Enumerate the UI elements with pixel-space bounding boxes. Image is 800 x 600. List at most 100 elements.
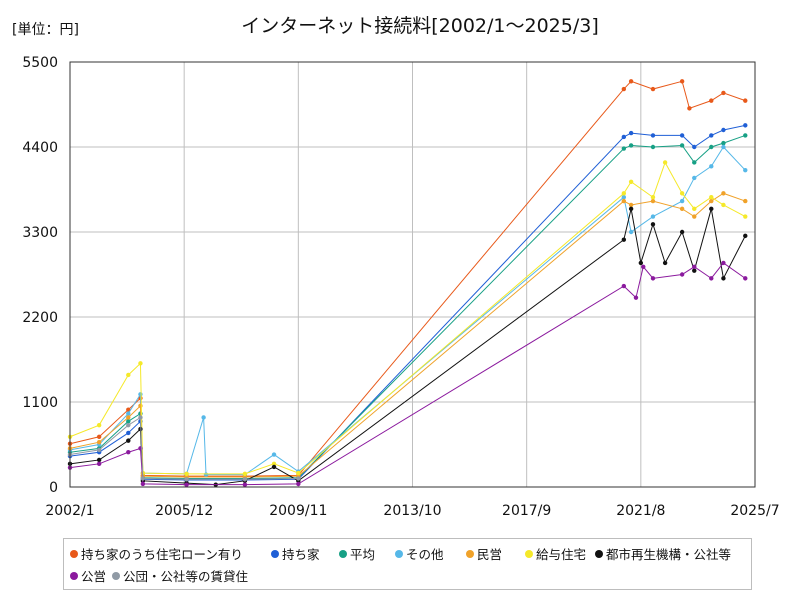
data-point — [96, 422, 102, 428]
x-tick-label: 2013/10 — [383, 503, 441, 519]
x-tick-label: 2005/12 — [155, 503, 213, 519]
data-point — [628, 206, 634, 212]
legend-label: その他 — [406, 547, 444, 562]
series-line — [69, 146, 746, 476]
data-point — [743, 233, 748, 239]
data-point — [709, 195, 714, 200]
data-point — [679, 143, 685, 148]
y-tick-label: 1100 — [22, 395, 58, 411]
y-tick-label: 0 — [49, 480, 58, 496]
legend-marker-icon — [70, 549, 78, 558]
data-point — [96, 434, 102, 439]
data-point — [138, 361, 143, 366]
data-point — [271, 464, 277, 470]
data-point — [679, 206, 685, 212]
data-point — [692, 214, 697, 219]
x-tick-label: 2021/8 — [616, 503, 665, 519]
data-point — [650, 276, 656, 281]
legend-marker-icon — [70, 571, 78, 580]
data-point — [621, 191, 627, 196]
data-point — [721, 90, 726, 96]
legend-item: その他 — [395, 544, 444, 563]
data-point — [621, 134, 627, 140]
y-tick-label: 4400 — [22, 140, 58, 156]
data-point — [271, 461, 277, 467]
legend-label: 公団・公社等の賃貸住 — [123, 569, 249, 584]
data-point — [126, 438, 131, 443]
data-point — [743, 98, 748, 103]
data-point — [692, 175, 697, 181]
x-tick-label: 2025/7 — [730, 503, 779, 519]
series-3 — [67, 133, 748, 481]
series-1 — [67, 79, 748, 479]
series-line — [69, 262, 746, 486]
data-point — [296, 476, 301, 481]
legend-marker-icon — [271, 549, 279, 558]
data-point — [126, 419, 131, 424]
data-point — [692, 160, 697, 165]
data-point — [296, 481, 301, 487]
data-point — [709, 206, 714, 212]
legend-label: 持ち家のうち住宅ローン有り — [81, 547, 243, 562]
chart-title: インターネット接続料[2002/1～2025/3] — [241, 15, 599, 37]
data-point — [692, 264, 697, 269]
data-point — [709, 144, 714, 150]
data-point — [650, 214, 656, 219]
series-8 — [67, 260, 748, 487]
series-7 — [67, 206, 748, 487]
data-point — [138, 415, 143, 420]
series-line — [69, 134, 746, 479]
data-point — [633, 295, 639, 300]
series-5 — [67, 191, 748, 480]
data-point — [679, 229, 685, 235]
legend-marker-icon — [525, 549, 533, 558]
legend-label: 給与住宅 — [536, 547, 587, 562]
data-point — [662, 160, 668, 165]
plot-area — [69, 61, 756, 488]
data-point — [692, 144, 697, 150]
data-point — [628, 202, 634, 208]
data-point — [138, 403, 143, 409]
data-point — [628, 143, 634, 148]
data-point — [621, 198, 627, 204]
data-point — [709, 164, 714, 169]
data-point — [96, 447, 102, 453]
legend: 持ち家のうち住宅ローン有り 持ち家 平均 その他 民営 給与住宅 都市再生機構・公社等 公営 公… — [63, 538, 752, 590]
data-point — [650, 222, 656, 227]
data-point — [679, 272, 685, 277]
series-line — [69, 416, 299, 480]
series-line — [69, 192, 746, 478]
data-point — [721, 127, 726, 133]
data-point — [242, 477, 248, 482]
series-9 — [67, 415, 301, 482]
data-point — [126, 415, 131, 420]
legend-item: 公団・公社等の賃貸住 — [112, 566, 248, 585]
data-point — [628, 229, 634, 235]
data-point — [650, 86, 656, 92]
legend-marker-icon — [466, 549, 474, 558]
y-axis-ticks: 0 1100 2200 3300 4400 5500 — [22, 55, 58, 496]
legend-item: 給与住宅 — [525, 544, 586, 563]
data-point — [184, 471, 189, 477]
data-point — [638, 260, 644, 266]
data-point — [621, 146, 627, 151]
data-point — [201, 415, 206, 420]
legend-item: 公営 — [70, 566, 106, 585]
data-point — [679, 79, 685, 84]
data-point — [296, 470, 301, 476]
data-point — [721, 202, 726, 208]
data-point — [743, 198, 748, 204]
legend-marker-icon — [112, 571, 120, 580]
legend-item: 持ち家 — [271, 544, 320, 563]
legend-label: 都市再生機構・公社等 — [606, 547, 732, 562]
data-point — [721, 191, 726, 196]
data-point — [743, 276, 748, 281]
data-point — [96, 439, 102, 445]
data-point — [242, 471, 248, 477]
series-line — [69, 161, 746, 475]
y-tick-label: 2200 — [22, 310, 58, 326]
data-point — [621, 195, 627, 200]
data-point — [621, 237, 627, 242]
data-point — [692, 268, 697, 273]
legend-label: 公営 — [81, 569, 107, 584]
